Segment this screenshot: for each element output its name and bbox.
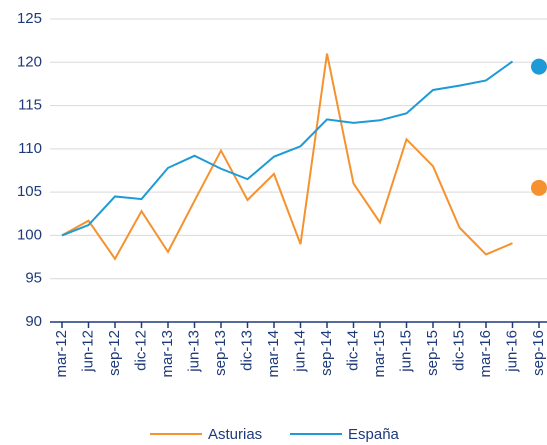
x-tick-label: jun-15 — [397, 330, 414, 373]
x-tick-label: sep-12 — [106, 330, 123, 376]
y-tick-label: 90 — [25, 313, 42, 330]
x-tick-label: sep-15 — [424, 330, 441, 376]
x-tick-label: jun-14 — [291, 330, 308, 373]
x-tick-label: mar-16 — [477, 330, 494, 378]
x-tick-label: dic-15 — [450, 330, 467, 371]
end-marker — [531, 179, 547, 196]
x-tick-label: jun-16 — [503, 330, 520, 373]
legend-label: Asturias — [208, 426, 262, 443]
series-line — [61, 53, 513, 261]
y-tick-label: 115 — [18, 97, 42, 114]
x-tick-label: sep-14 — [318, 330, 335, 376]
y-tick-label: 105 — [17, 183, 42, 200]
end-marker — [531, 58, 547, 75]
x-tick-label: jun-12 — [79, 330, 96, 373]
x-tick-label: dic-14 — [344, 330, 361, 371]
x-tick-label: jun-13 — [185, 330, 202, 373]
y-tick-label: 100 — [17, 226, 42, 243]
x-tick-label: mar-15 — [371, 330, 388, 378]
y-tick-label: 120 — [17, 53, 42, 70]
x-tick-label: sep-16 — [530, 330, 547, 376]
y-tick-label: 125 — [17, 10, 42, 27]
x-tick-label: mar-12 — [53, 330, 70, 378]
x-tick-label: mar-14 — [265, 330, 282, 378]
x-tick-label: dic-12 — [132, 330, 149, 371]
x-tick-label: dic-13 — [238, 330, 255, 371]
legend-label: España — [348, 426, 400, 443]
x-tick-label: sep-13 — [212, 330, 229, 376]
x-tick-label: mar-13 — [159, 330, 176, 378]
series-line — [61, 60, 514, 237]
y-tick-label: 95 — [25, 270, 42, 287]
y-tick-label: 110 — [18, 140, 42, 157]
